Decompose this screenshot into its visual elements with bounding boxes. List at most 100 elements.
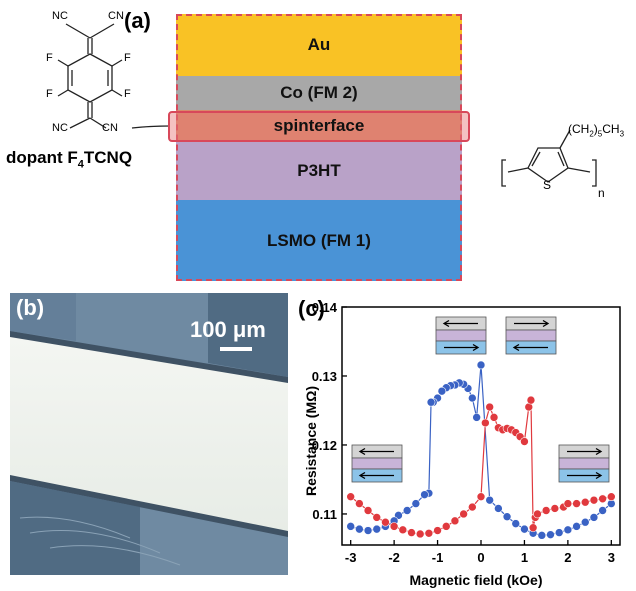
atom-nc-top: NC <box>52 10 68 22</box>
data-point <box>511 519 521 528</box>
data-point <box>589 513 599 522</box>
atom-cn-top: CN <box>108 10 124 22</box>
atom-nc-bottom: NC <box>52 122 68 134</box>
y-tick-label: 0.12 <box>312 438 337 453</box>
y-tick-label: 0.11 <box>312 507 337 522</box>
data-point <box>563 499 573 508</box>
data-point <box>550 504 560 513</box>
data-point <box>572 499 581 508</box>
data-point <box>476 492 486 502</box>
atom-f-4: F <box>124 88 131 100</box>
data-point <box>572 522 581 531</box>
data-point <box>607 492 616 502</box>
p3ht-n-label: n <box>598 186 605 200</box>
inset-middle-layer <box>435 329 487 342</box>
x-tick-label: -1 <box>432 550 444 565</box>
data-point <box>520 524 529 534</box>
data-point <box>346 522 355 531</box>
data-point <box>372 513 382 522</box>
p3ht-side-chain-label: (CH2)5CH3 <box>568 122 625 139</box>
data-point <box>389 522 399 531</box>
data-point <box>459 509 468 519</box>
panel-b-label: (b) <box>16 295 45 320</box>
data-point <box>433 526 442 535</box>
layer-co-label: Co (FM 2) <box>280 83 358 102</box>
data-point <box>526 395 536 405</box>
data-point <box>372 524 382 534</box>
data-point <box>533 509 542 519</box>
data-point <box>537 531 547 540</box>
atom-f-2: F <box>124 52 131 64</box>
data-point <box>420 490 429 499</box>
panel-c-label: (c) <box>298 296 325 321</box>
layer-p3ht: P3HT <box>176 142 462 200</box>
data-point <box>411 499 421 508</box>
data-point <box>468 502 477 512</box>
dopant-label: dopant F4TCNQ <box>6 148 133 171</box>
data-point <box>346 492 355 502</box>
x-tick-label: -3 <box>345 550 357 565</box>
data-point <box>580 497 590 507</box>
data-point <box>481 418 490 428</box>
x-tick-label: -2 <box>388 550 400 565</box>
data-point <box>363 506 373 515</box>
data-point <box>494 504 503 513</box>
data-point <box>580 517 590 527</box>
x-tick-label: 2 <box>564 550 571 565</box>
data-point <box>546 530 555 539</box>
atom-f-1: F <box>46 52 53 64</box>
data-point <box>502 512 512 522</box>
inset-antiparallel-right <box>505 316 557 355</box>
layer-au-label: Au <box>307 35 331 54</box>
data-point <box>441 522 451 531</box>
arrow-right-icon <box>542 319 550 328</box>
data-point <box>426 397 436 407</box>
arrow-left-icon <box>442 319 450 328</box>
data-point <box>554 528 564 537</box>
atom-cn-bottom: CN <box>102 122 118 134</box>
inset-middle-layer <box>558 457 610 470</box>
data-point <box>437 386 447 396</box>
arrow-left-icon <box>358 447 366 456</box>
arrow-left-icon <box>512 343 520 352</box>
data-point <box>541 506 551 515</box>
data-point <box>476 360 486 370</box>
x-axis-title: Magnetic field (kOe) <box>409 572 542 588</box>
scale-bar <box>220 347 252 351</box>
p3ht-sulfur-label: S <box>543 178 552 192</box>
y-axis-title: Resistance (MΩ) <box>303 386 319 496</box>
optical-micrograph: (b) 100 μm <box>10 293 288 575</box>
p3ht-molecule <box>501 129 597 187</box>
data-point <box>468 393 477 403</box>
inset-parallel-right <box>558 444 610 483</box>
layer-au: Au <box>176 14 462 76</box>
arrow-left-icon <box>358 471 366 480</box>
x-tick-label: 1 <box>521 550 528 565</box>
arrow-right-icon <box>595 447 603 456</box>
data-point <box>424 528 434 538</box>
arrow-right-icon <box>472 343 480 352</box>
device-layer-stack: Au Co (FM 2) spinterface P3HT LSMO (FM 1… <box>176 14 462 281</box>
data-point <box>355 499 364 508</box>
data-point <box>450 516 460 526</box>
data-point <box>563 525 573 535</box>
data-point <box>520 437 529 446</box>
layer-lsmo-label: LSMO (FM 1) <box>267 230 371 250</box>
data-point <box>363 526 373 535</box>
data-point <box>398 525 408 535</box>
data-point <box>598 494 607 504</box>
data-point <box>485 402 494 412</box>
atom-f-3: F <box>46 88 53 100</box>
inset-middle-layer <box>351 457 403 470</box>
f4tcnq-molecule <box>57 23 171 129</box>
data-point <box>355 524 364 534</box>
mr-chart: -3 -2 -1 0 1 2 3 0.11 0.12 0.13 0.14 Resistance (M… <box>303 300 621 588</box>
inset-antiparallel-left <box>435 316 487 355</box>
layer-p3ht-label: P3HT <box>297 161 341 180</box>
data-point <box>589 495 599 505</box>
arrow-right-icon <box>595 471 603 480</box>
data-point <box>485 495 494 505</box>
panel-a-label: (a) <box>124 8 151 33</box>
scale-bar-label: 100 μm <box>190 317 266 342</box>
spinterface-highlight-box <box>168 111 470 142</box>
